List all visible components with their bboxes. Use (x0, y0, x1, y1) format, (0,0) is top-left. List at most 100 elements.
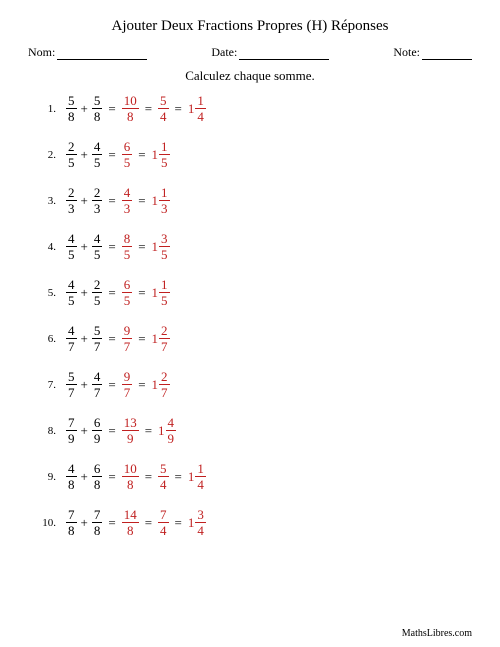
numerator: 9 (122, 370, 133, 384)
denominator: 8 (122, 108, 139, 123)
equals-sign: = (169, 469, 188, 485)
numerator: 4 (66, 278, 77, 292)
numerator: 5 (158, 94, 169, 108)
fraction: 4 9 (166, 416, 177, 445)
problem-number: 9. (34, 471, 56, 483)
numerator: 10 (122, 94, 139, 108)
denominator: 8 (92, 522, 103, 537)
problem-number: 3. (34, 195, 56, 207)
numerator: 1 (159, 140, 170, 154)
equals-sign: = (132, 377, 151, 393)
fraction: 4 7 (66, 324, 77, 353)
denominator: 9 (122, 430, 139, 445)
denominator: 5 (159, 246, 170, 261)
fraction: 3 5 (159, 232, 170, 261)
denominator: 4 (195, 476, 206, 491)
equals-sign: = (169, 101, 188, 117)
equals-sign: = (139, 101, 158, 117)
equals-sign: = (132, 331, 151, 347)
date-label: Date: (211, 45, 237, 60)
equals-sign: = (102, 193, 121, 209)
denominator: 8 (122, 522, 139, 537)
denominator: 8 (92, 476, 103, 491)
numerator: 1 (159, 186, 170, 200)
numerator: 4 (66, 462, 77, 476)
numerator: 7 (92, 508, 103, 522)
numerator: 6 (92, 416, 103, 430)
fraction: 5 7 (66, 370, 77, 399)
mixed-number: 1 1 3 (152, 186, 170, 215)
whole-part: 1 (188, 469, 195, 485)
whole-part: 1 (152, 147, 159, 163)
equals-sign: = (139, 515, 158, 531)
numerator: 6 (122, 140, 133, 154)
denominator: 8 (122, 476, 139, 491)
denominator: 3 (159, 200, 170, 215)
plus-sign: + (77, 193, 92, 209)
fraction: 4 5 (92, 232, 103, 261)
fraction: 4 3 (122, 186, 133, 215)
fraction: 2 5 (66, 140, 77, 169)
name-line[interactable] (57, 47, 147, 60)
numerator: 7 (66, 416, 77, 430)
fraction: 1 5 (159, 278, 170, 307)
denominator: 9 (92, 430, 103, 445)
numerator: 8 (122, 232, 133, 246)
fraction: 1 3 (159, 186, 170, 215)
problem-row: 3. 2 3 + 2 3 = 4 3 = 1 1 3 (34, 186, 472, 215)
denominator: 5 (92, 292, 103, 307)
fraction: 5 4 (158, 94, 169, 123)
equals-sign: = (102, 423, 121, 439)
mixed-number: 1 2 7 (152, 370, 170, 399)
denominator: 7 (66, 338, 77, 353)
fraction: 5 8 (66, 94, 77, 123)
footer-credit: MathsLibres.com (402, 628, 472, 639)
equals-sign: = (132, 147, 151, 163)
problem-number: 6. (34, 333, 56, 345)
note-label: Note: (393, 45, 420, 60)
note-field: Note: (393, 45, 472, 60)
fraction: 4 8 (66, 462, 77, 491)
note-line[interactable] (422, 47, 472, 60)
denominator: 7 (92, 338, 103, 353)
numerator: 4 (92, 370, 103, 384)
denominator: 5 (122, 246, 133, 261)
whole-part: 1 (152, 193, 159, 209)
numerator: 13 (122, 416, 139, 430)
denominator: 5 (66, 292, 77, 307)
fraction: 8 5 (122, 232, 133, 261)
numerator: 6 (92, 462, 103, 476)
numerator: 4 (122, 186, 133, 200)
plus-sign: + (77, 285, 92, 301)
date-field: Date: (211, 45, 329, 60)
instruction-text: Calculez chaque somme. (28, 68, 472, 84)
fraction: 2 3 (66, 186, 77, 215)
fraction: 2 5 (92, 278, 103, 307)
denominator: 5 (159, 292, 170, 307)
numerator: 2 (92, 278, 103, 292)
equals-sign: = (139, 469, 158, 485)
denominator: 4 (158, 476, 169, 491)
fraction: 6 5 (122, 278, 133, 307)
numerator: 2 (92, 186, 103, 200)
whole-part: 1 (152, 285, 159, 301)
denominator: 7 (159, 384, 170, 399)
denominator: 7 (66, 384, 77, 399)
problem-row: 10. 7 8 + 7 8 = 14 8 = 7 4 = 1 3 4 (34, 508, 472, 537)
fraction: 4 5 (92, 140, 103, 169)
denominator: 5 (122, 154, 133, 169)
numerator: 7 (66, 508, 77, 522)
date-line[interactable] (239, 47, 329, 60)
mixed-number: 1 3 5 (152, 232, 170, 261)
plus-sign: + (77, 377, 92, 393)
problem-row: 2. 2 5 + 4 5 = 6 5 = 1 1 5 (34, 140, 472, 169)
whole-part: 1 (152, 239, 159, 255)
fraction: 9 7 (122, 324, 133, 353)
equals-sign: = (102, 331, 121, 347)
problem-row: 8. 7 9 + 6 9 = 13 9 = 1 4 9 (34, 416, 472, 445)
problem-row: 1. 5 8 + 5 8 = 10 8 = 5 4 = 1 1 4 (34, 94, 472, 123)
equals-sign: = (132, 239, 151, 255)
fraction: 7 9 (66, 416, 77, 445)
denominator: 5 (66, 154, 77, 169)
plus-sign: + (77, 423, 92, 439)
